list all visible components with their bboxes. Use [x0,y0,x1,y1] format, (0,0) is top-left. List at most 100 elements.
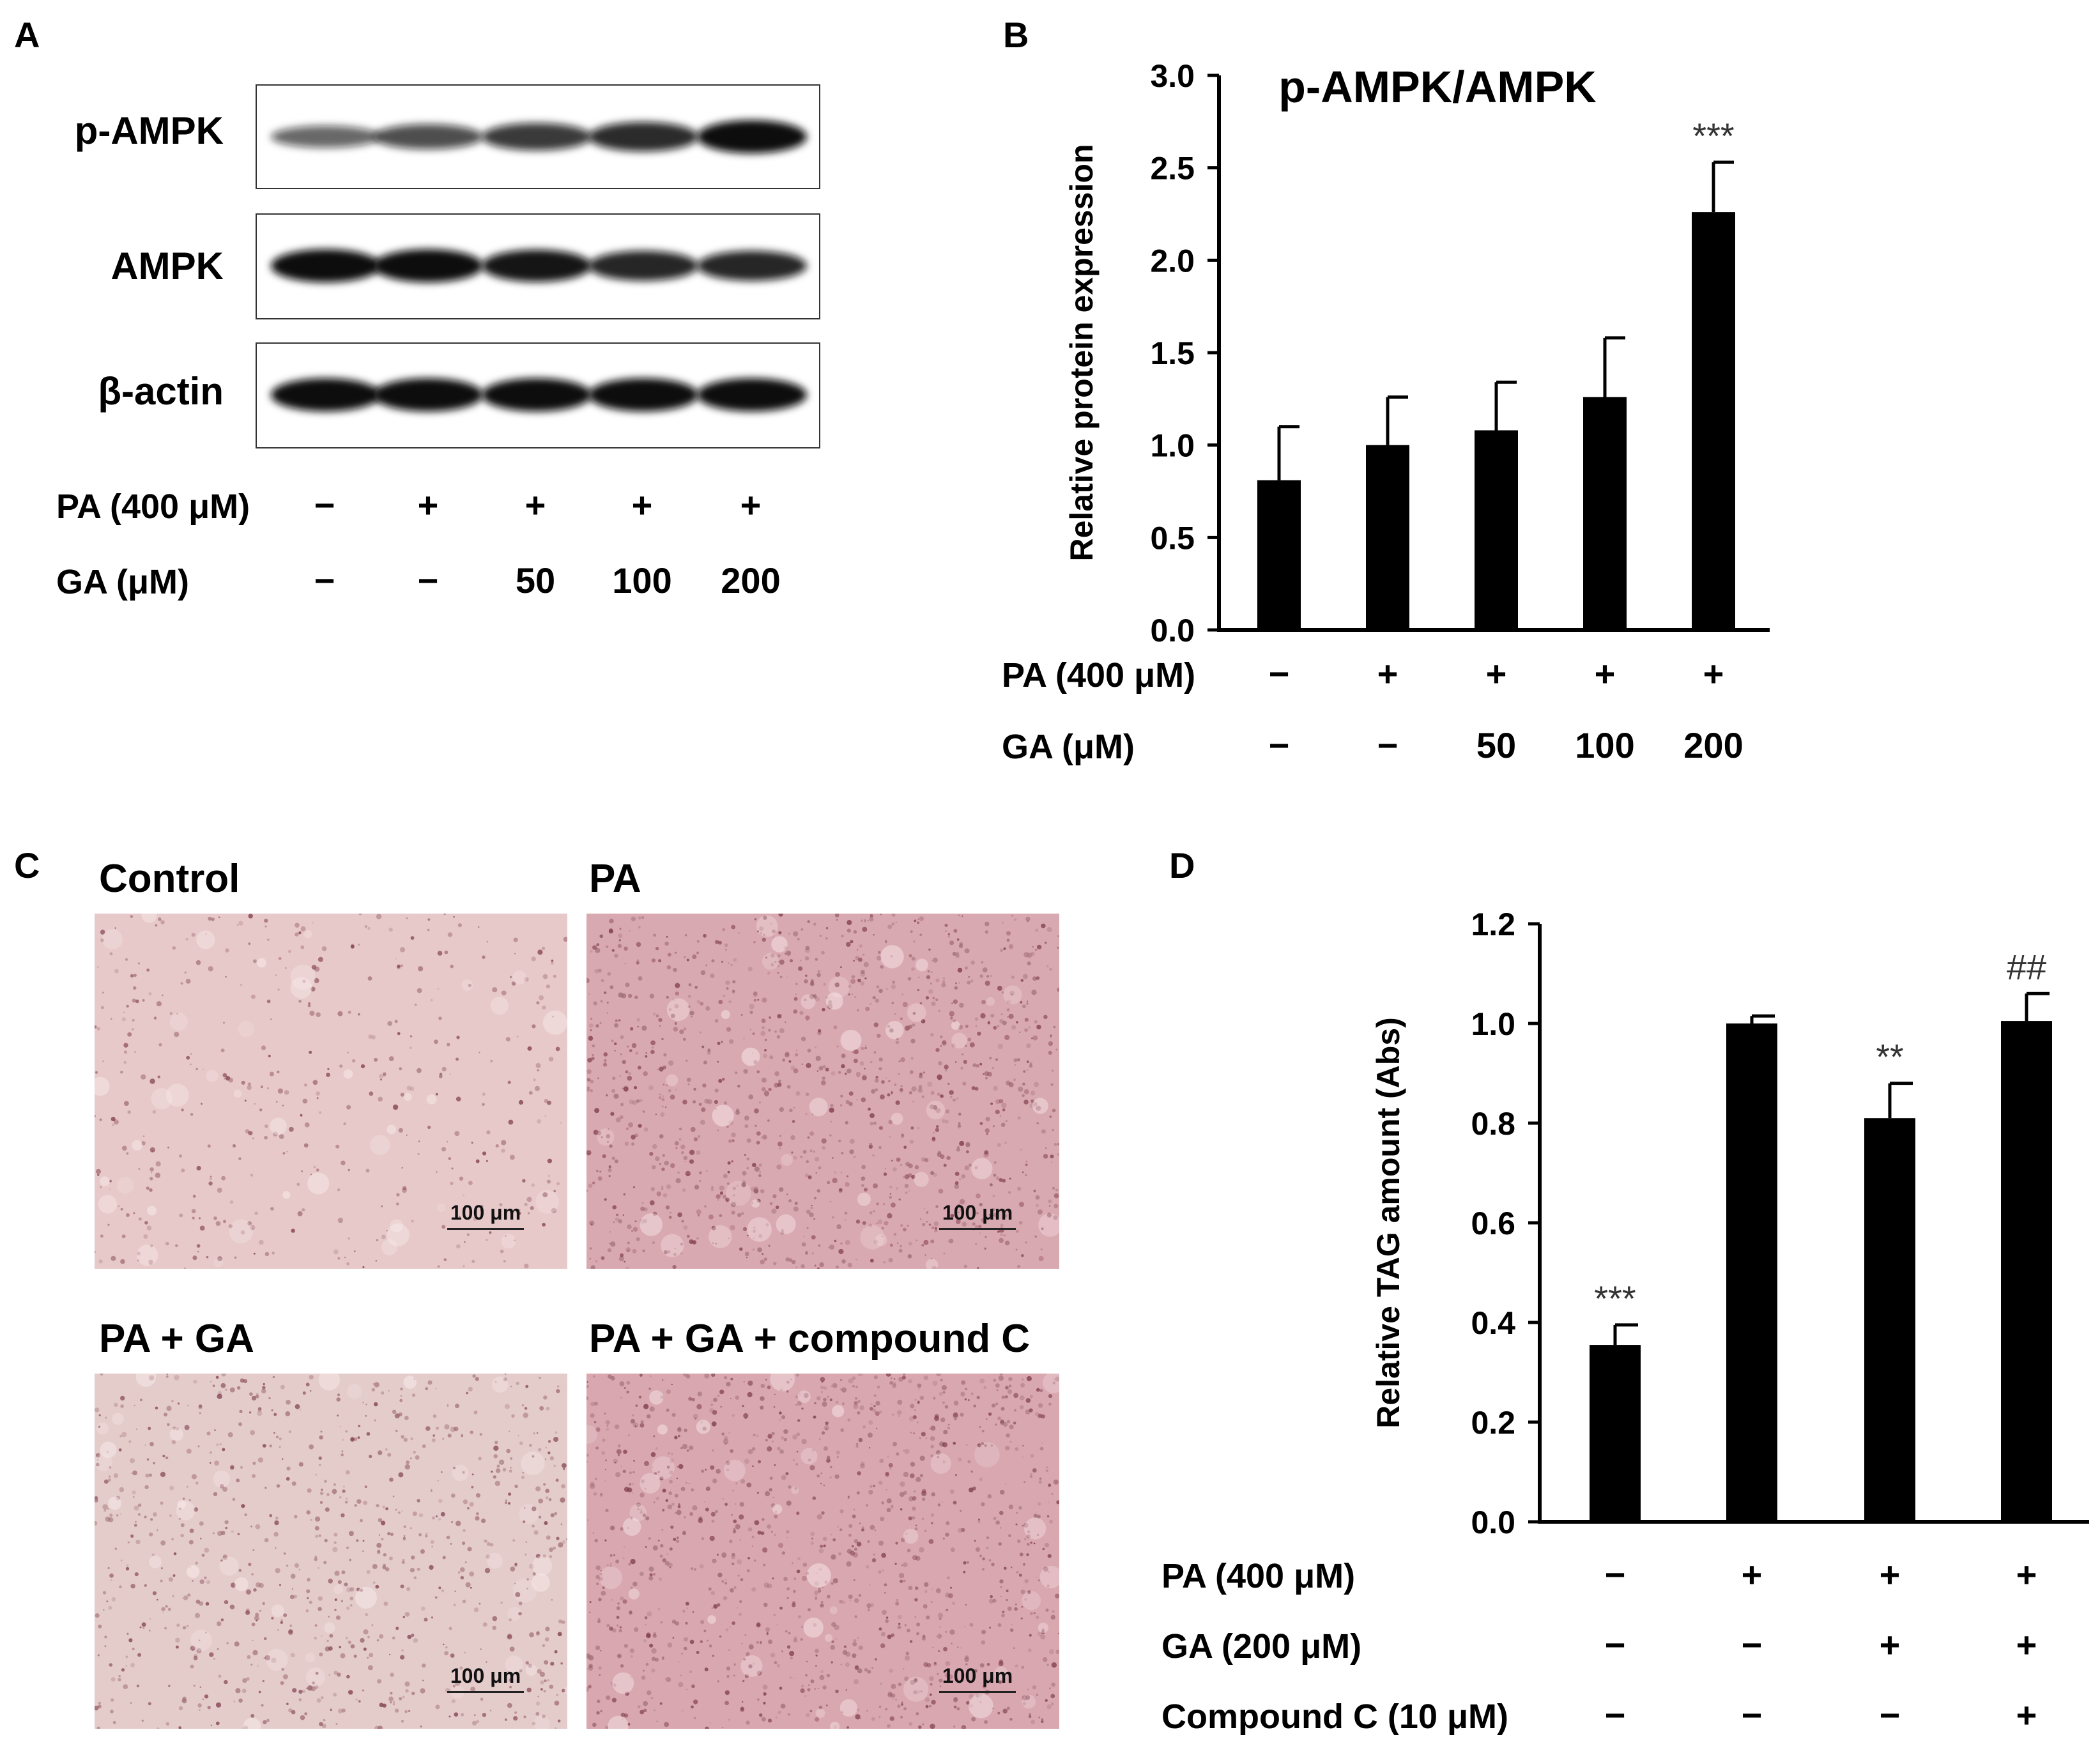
scale-bar-label: 100 μm [942,1664,1013,1687]
micrograph-title-pa: PA [589,857,641,901]
y-tick-label: 1.5 [1150,335,1195,371]
y-tick-label: 0.6 [1471,1206,1515,1241]
condition-d-mark: − [1604,1554,1626,1595]
condition-d-mark: + [1741,1554,1763,1595]
condition-d-mark: − [1741,1695,1763,1735]
blot-image-p-ampk [256,84,820,189]
condition-label-ga-b: GA (μM) [1002,728,1135,766]
micrograph-title-pa-ga: PA + GA [99,1317,254,1361]
condition-a-mark: + [417,485,439,525]
bar-chart-p-ampk: 0.0 0.5 1.0 1.5 2.0 2.5 3.0 Relative protein ex… [1064,58,1770,648]
y-axis-label: Relative protein expression [1064,144,1100,561]
condition-d-mark: − [1741,1625,1763,1665]
panel-letter-a: A [14,15,40,55]
bar [1366,445,1409,630]
blot-band [697,378,807,411]
micrograph-title-pa-ga-compound-c: PA + GA + compound C [589,1317,1031,1361]
blot-band [697,250,807,281]
condition-a-mark: 50 [515,560,556,601]
bar [1692,212,1735,630]
blot-band [482,123,592,151]
micrograph-pa [584,912,1062,1271]
condition-b-mark: + [1703,654,1724,694]
condition-d-mark: − [1879,1695,1901,1735]
blot-label-beta-actin: β-actin [98,370,224,413]
bar [1590,1345,1641,1522]
condition-b-mark: + [1485,654,1507,694]
bar [1583,397,1627,630]
condition-d-mark: + [1879,1554,1901,1595]
significance-label: ## [2007,947,2046,987]
bar [1257,480,1301,630]
panel-letter-c: C [14,845,40,885]
scale-bar-label: 100 μm [450,1664,521,1687]
condition-a-mark: + [631,485,653,525]
blot-band [373,378,483,411]
y-tick-label: 0.0 [1150,613,1195,648]
blot-band [588,121,698,152]
y-tick-label: 0.0 [1471,1505,1515,1540]
lipid-droplets [584,912,1062,1271]
y-axis-label: Relative TAG amount (Abs) [1370,1017,1406,1429]
condition-b-mark: − [1268,654,1290,694]
chart-title: p-AMPK/AMPK [1278,62,1597,112]
condition-label-ga-d: GA (200 μM) [1161,1627,1362,1666]
condition-b-mark: + [1594,654,1616,694]
condition-label-pa-b: PA (400 μM) [1002,656,1196,694]
significance-label: *** [1692,116,1734,156]
condition-b-mark: 50 [1476,725,1517,765]
y-tick-label: 2.0 [1150,243,1195,279]
y-tick-label: 0.4 [1471,1305,1515,1341]
y-tick-label: 0.2 [1471,1405,1515,1441]
bar [2001,1021,2052,1522]
blot-band [271,249,381,282]
blot-band [271,378,381,411]
blot-band [588,250,698,281]
scale-bar-line [939,1228,1016,1230]
scale-bar-line [447,1228,524,1230]
condition-a-mark: − [314,485,335,525]
y-tick-label: 1.2 [1471,907,1515,942]
condition-label-pa-d: PA (400 μM) [1161,1557,1356,1595]
y-tick-label: 3.0 [1150,58,1195,94]
panel-letter-b: B [1003,15,1029,55]
blot-label-ampk: AMPK [111,245,224,287]
panel-letter-d: D [1169,845,1195,885]
micrograph-control [91,907,569,1269]
condition-d-mark: − [1604,1695,1626,1735]
lipid-droplets [91,907,569,1269]
condition-label-compound-c-d: Compound C (10 μM) [1161,1697,1508,1736]
condition-a-mark: 200 [721,560,781,601]
condition-d-mark: + [2016,1695,2037,1735]
blot-image-ampk [256,213,820,319]
blot-band [482,249,592,282]
y-tick-label: 0.5 [1150,520,1195,556]
condition-d-mark: + [2016,1554,2037,1595]
blot-band [697,120,807,153]
condition-d-mark: + [2016,1625,2037,1665]
condition-label-pa: PA (400 μM) [56,487,250,526]
scale-bar-label: 100 μm [450,1201,521,1224]
scale-bar-label: 100 μm [942,1201,1013,1224]
blot-band [373,124,483,149]
micrograph-pa-ga-compound-c [579,1366,1064,1736]
condition-d-mark: + [1879,1625,1901,1665]
bar [1475,430,1518,630]
micrograph-title-control: Control [99,857,240,901]
significance-label: ** [1876,1037,1904,1077]
blot-band [271,125,381,148]
condition-b-mark: 200 [1683,725,1744,765]
lipid-droplets [93,1367,572,1735]
y-tick-label: 0.8 [1471,1106,1515,1142]
condition-a-mark: − [314,560,335,601]
significance-label: *** [1594,1278,1636,1319]
condition-a-mark: − [417,560,439,601]
condition-a-mark: + [525,485,546,525]
y-tick-label: 1.0 [1471,1006,1515,1042]
bar-chart-tag: 0.0 0.2 0.4 0.6 0.8 1.0 1.2 Relative TAG amount… [1370,907,2089,1540]
condition-label-ga: GA (μM) [56,563,189,601]
condition-b-mark: − [1377,725,1399,765]
blot-band [482,378,592,411]
condition-d-mark: − [1604,1625,1626,1665]
blot-band [588,378,698,411]
